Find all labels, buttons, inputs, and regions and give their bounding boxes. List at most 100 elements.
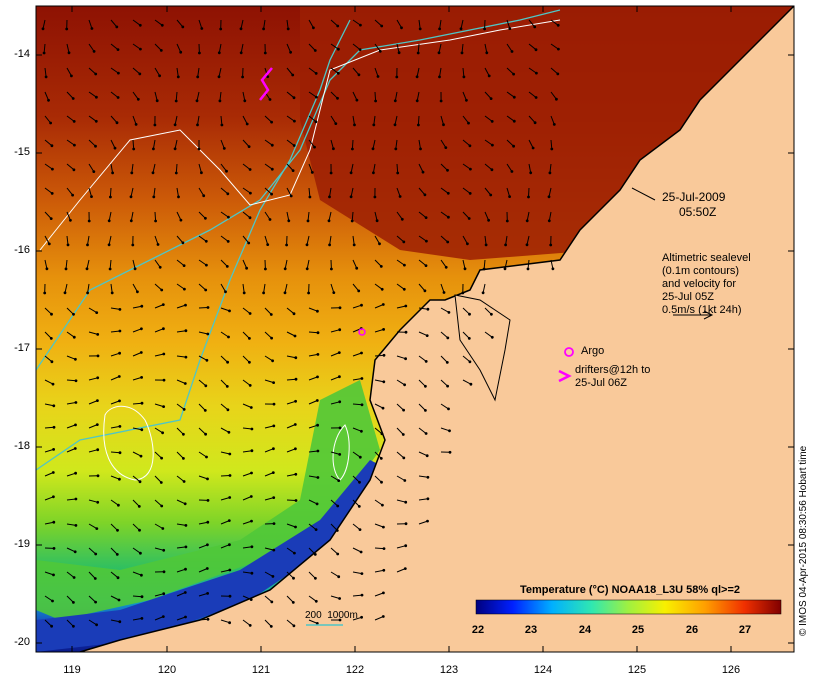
velocity-arrow: [154, 283, 163, 291]
velocity-arrowhead: [228, 543, 231, 547]
velocity-arrow: [44, 139, 53, 147]
velocity-arrowhead: [64, 267, 68, 271]
velocity-arrowhead: [95, 311, 99, 314]
velocity-arrowhead: [404, 330, 408, 334]
velocity-arrowhead: [47, 98, 50, 102]
velocity-arrow: [66, 379, 77, 382]
velocity-arrowhead: [382, 328, 385, 331]
velocity-arrow: [44, 379, 54, 385]
velocity-arrow: [264, 619, 272, 627]
isobath-1000m: [36, 19, 351, 471]
velocity-arrowhead: [283, 291, 287, 295]
velocity-arrow: [264, 472, 274, 477]
velocity-arrowhead: [162, 592, 166, 596]
velocity-arrow: [110, 19, 118, 28]
velocity-arrowhead: [196, 75, 200, 79]
velocity-arrow: [417, 115, 420, 126]
velocity-arrowhead: [239, 51, 243, 55]
velocity-arrowhead: [468, 192, 472, 195]
altimetry-note-line: (0.1m contours): [662, 265, 740, 277]
velocity-arrow: [329, 235, 332, 245]
velocity-arrow: [242, 115, 248, 125]
velocity-arrowhead: [382, 547, 386, 550]
velocity-arrowhead: [227, 430, 231, 434]
velocity-arrow: [132, 451, 142, 457]
velocity-arrowhead: [118, 308, 122, 311]
velocity-arrowhead: [527, 195, 530, 199]
velocity-arrowhead: [204, 288, 208, 292]
velocity-arrowhead: [69, 218, 72, 222]
sealevel-contour: [39, 19, 561, 251]
velocity-arrowhead: [228, 474, 232, 477]
velocity-arrow: [352, 283, 360, 292]
velocity-arrow: [330, 352, 340, 357]
velocity-arrow: [154, 427, 163, 434]
velocity-arrowhead: [184, 329, 188, 333]
velocity-arrow: [396, 211, 403, 220]
velocity-arrowhead: [118, 399, 121, 403]
velocity-arrow: [483, 259, 486, 270]
velocity-arrowhead: [423, 289, 427, 293]
velocity-arrow: [44, 355, 53, 363]
velocity-arrow: [396, 235, 405, 243]
velocity-arrow: [352, 235, 355, 245]
velocity-arrowhead: [357, 289, 361, 293]
velocity-arrowhead: [161, 615, 165, 618]
velocity-arrowhead: [467, 337, 471, 340]
velocity-arrowhead: [250, 519, 253, 523]
velocity-arrowhead: [272, 381, 275, 384]
land: [80, 6, 794, 652]
lat-label: -20: [14, 636, 30, 648]
velocity-arrowhead: [205, 455, 208, 459]
velocity-arrow: [44, 496, 54, 501]
velocity-arrow: [240, 19, 244, 29]
velocity-arrowhead: [204, 384, 208, 388]
velocity-arrowhead: [316, 309, 319, 313]
velocity-arrowhead: [117, 375, 121, 378]
velocity-arrow: [374, 211, 378, 221]
velocity-arrow: [329, 187, 332, 197]
velocity-arrow: [176, 235, 184, 244]
velocity-arrow: [132, 67, 141, 75]
velocity-arrowhead: [204, 216, 207, 220]
velocity-arrowhead: [264, 267, 267, 271]
velocity-arrowhead: [372, 123, 376, 127]
velocity-arrowhead: [403, 383, 406, 387]
velocity-arrow: [132, 402, 143, 405]
velocity-arrowhead: [294, 356, 298, 360]
velocity-arrow: [396, 43, 400, 53]
velocity-arrowhead: [548, 171, 552, 175]
velocity-arrow: [198, 592, 208, 597]
velocity-arrowhead: [174, 99, 178, 103]
velocity-arrowhead: [160, 23, 164, 27]
velocity-arrowhead: [96, 376, 100, 380]
velocity-arrowhead: [72, 576, 76, 579]
velocity-arrowhead: [217, 51, 221, 55]
velocity-arrowhead: [118, 620, 122, 624]
velocity-arrowhead: [110, 291, 114, 295]
velocity-arrow: [88, 449, 98, 453]
velocity-arrowhead: [50, 192, 54, 195]
velocity-arrow: [461, 43, 464, 53]
velocity-arrow: [176, 43, 182, 53]
velocity-arrow: [330, 523, 338, 531]
colorbar-tick: 26: [685, 624, 699, 636]
velocity-arrowhead: [50, 144, 54, 148]
velocity-arrow: [439, 67, 442, 77]
velocity-arrow: [196, 91, 200, 101]
velocity-arrow: [418, 498, 428, 501]
velocity-arrow: [88, 67, 97, 75]
velocity-arrow: [110, 67, 119, 74]
velocity-arrow: [352, 571, 362, 575]
velocity-arrowhead: [206, 306, 210, 309]
velocity-arrowhead: [357, 505, 361, 508]
velocity-arrow: [372, 163, 376, 173]
velocity-arrow: [418, 163, 424, 173]
velocity-arrow: [440, 427, 450, 432]
velocity-arrowhead: [249, 191, 252, 195]
velocity-arrowhead: [90, 195, 93, 199]
velocity-arrowhead: [183, 382, 187, 385]
velocity-arrowhead: [468, 360, 472, 364]
velocity-arrowhead: [129, 195, 133, 199]
velocity-arrow: [352, 378, 362, 381]
